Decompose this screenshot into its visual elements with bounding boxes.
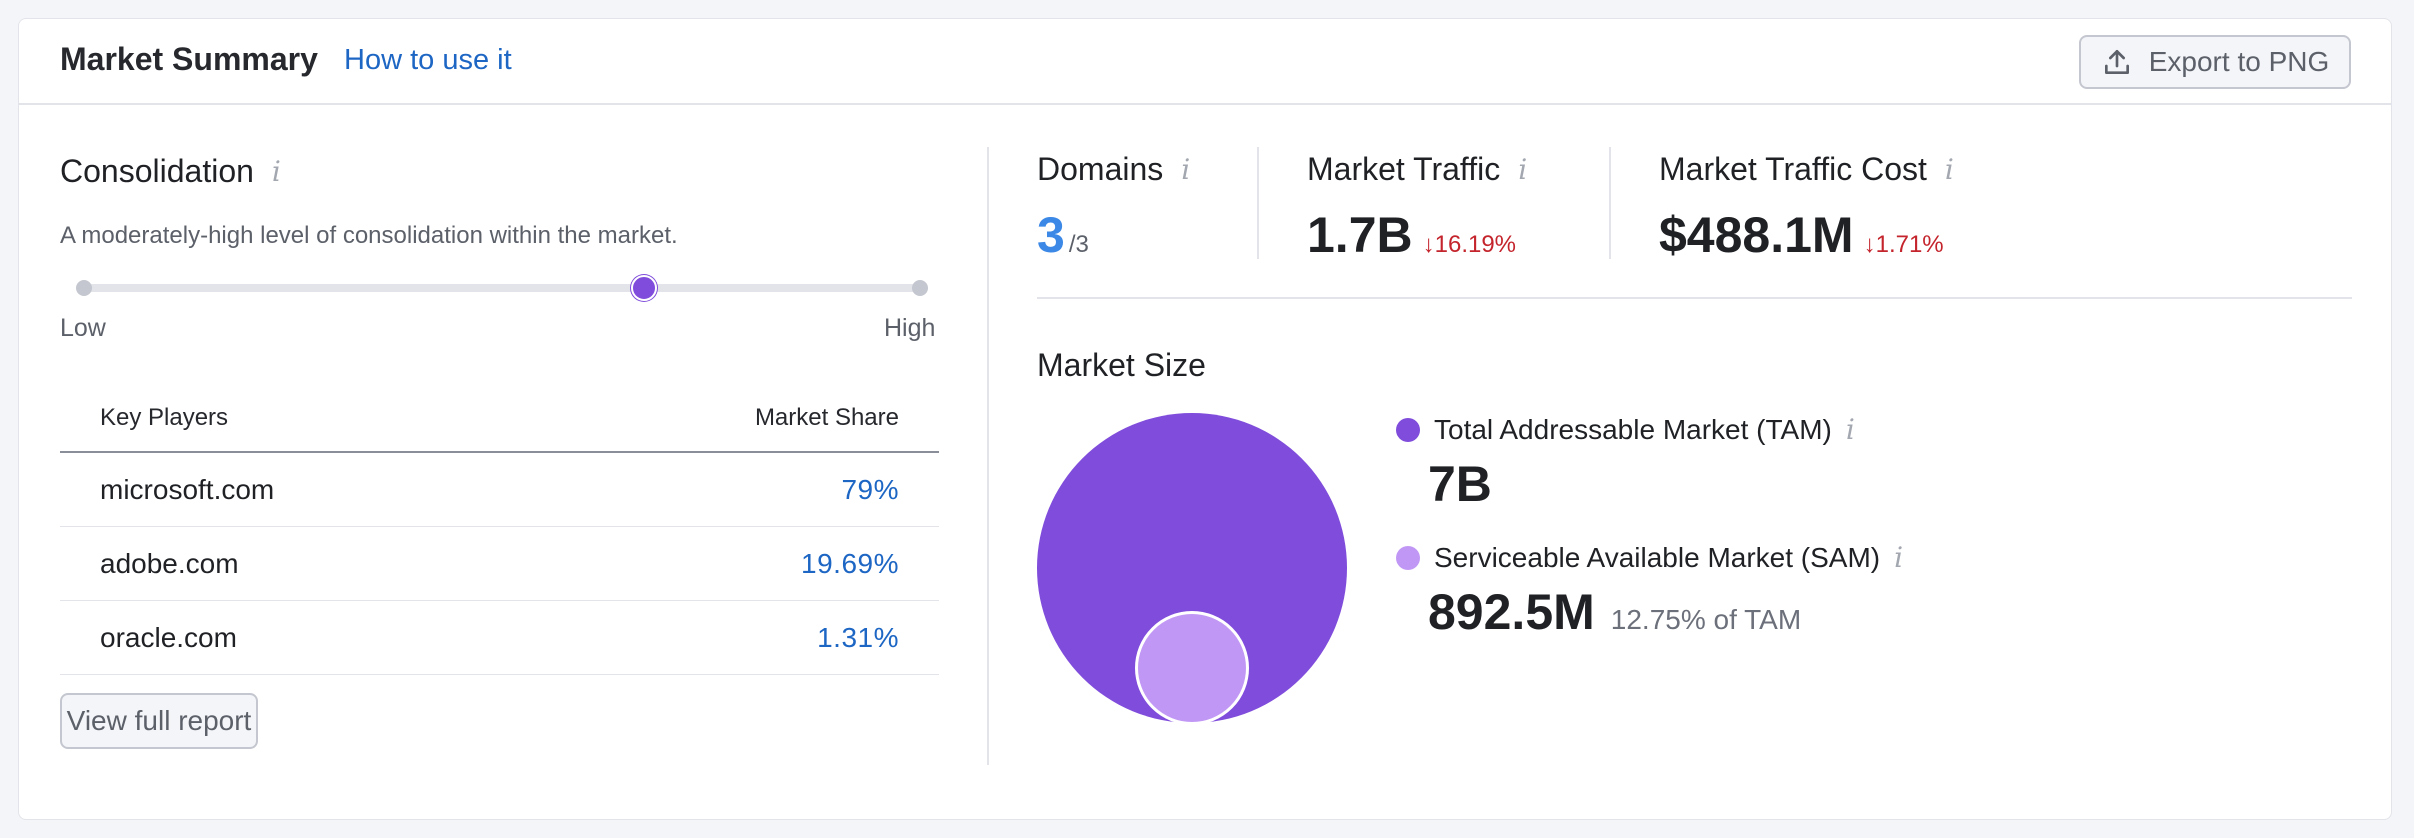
traffic-value-row: 1.7B ↓16.19% [1307, 206, 1527, 264]
player-share[interactable]: 79% [841, 473, 899, 505]
traffic-label: Market Traffic [1307, 151, 1501, 187]
info-icon[interactable]: i [1845, 413, 1855, 446]
player-share[interactable]: 19.69% [801, 547, 899, 579]
scale-start-dot [76, 280, 92, 296]
sam-value: 892.5M [1428, 584, 1595, 640]
info-icon[interactable]: i [1181, 153, 1191, 186]
domains-value-row: 3 /3 [1037, 206, 1190, 264]
tam-dot [1396, 417, 1420, 442]
upload-icon [2104, 50, 2129, 74]
domains-metric: Domains i 3 /3 [1037, 151, 1190, 264]
export-label: Export to PNG [2148, 46, 2330, 77]
consolidation-level-marker [631, 275, 658, 301]
domains-value[interactable]: 3 [1037, 207, 1065, 263]
tam-value-row: 7B [1428, 455, 1492, 513]
tam-value: 7B [1428, 456, 1492, 512]
key-players-table: Key Players Market Share microsoft.com 7… [60, 385, 939, 675]
traffic-label-row: Market Traffic i [1307, 151, 1527, 188]
scale-track [84, 284, 920, 292]
market-traffic-metric: Market Traffic i 1.7B ↓16.19% [1307, 151, 1527, 264]
player-domain: microsoft.com [100, 473, 275, 505]
scale-high-label: High [884, 314, 936, 342]
consolidation-title: Consolidation i [60, 153, 281, 190]
export-png-button[interactable]: Export to PNG [2079, 35, 2351, 89]
metric-divider [1609, 147, 1611, 259]
panel-divider [987, 147, 989, 765]
col-key-players: Key Players [100, 404, 229, 431]
traffic-cost-delta: ↓1.71% [1863, 231, 1944, 258]
scale-low-label: Low [60, 314, 106, 342]
col-market-share: Market Share [754, 404, 899, 431]
table-row: adobe.com 19.69% [60, 527, 939, 601]
how-to-use-link[interactable]: How to use it [344, 44, 512, 76]
market-summary-card: Market Summary How to use it Export to P… [18, 18, 2392, 820]
player-domain: oracle.com [100, 621, 237, 653]
sam-circle [1135, 611, 1249, 725]
traffic-cost-value-row: $488.1M ↓1.71% [1659, 206, 1954, 264]
traffic-cost-value: $488.1M [1659, 207, 1854, 263]
consolidation-description: A moderately-high level of consolidation… [60, 222, 678, 249]
sam-label: Serviceable Available Market (SAM) [1434, 541, 1881, 573]
sam-dot [1396, 545, 1420, 570]
consolidation-label: Consolidation [60, 153, 254, 189]
info-icon[interactable]: i [1894, 541, 1904, 574]
scale-end-dot [912, 280, 928, 296]
info-icon[interactable]: i [1944, 153, 1954, 186]
domains-label: Domains [1037, 151, 1164, 187]
card-header: Market Summary How to use it Export to P… [19, 19, 2391, 105]
page-title: Market Summary [60, 41, 318, 77]
consolidation-scale [72, 275, 932, 301]
traffic-value: 1.7B [1307, 207, 1413, 263]
domains-total: /3 [1068, 231, 1089, 258]
player-domain: adobe.com [100, 547, 239, 579]
sam-legend: Serviceable Available Market (SAM) i [1396, 541, 1903, 574]
market-traffic-cost-metric: Market Traffic Cost i $488.1M ↓1.71% [1659, 151, 1954, 264]
tam-label: Total Addressable Market (TAM) [1434, 413, 1832, 445]
info-icon[interactable]: i [1518, 153, 1528, 186]
table-header: Key Players Market Share [60, 385, 939, 453]
sam-share-of-tam: 12.75% of TAM [1610, 604, 1802, 635]
metric-divider [1257, 147, 1259, 259]
info-icon[interactable]: i [271, 155, 281, 188]
traffic-cost-label-row: Market Traffic Cost i [1659, 151, 1954, 188]
traffic-delta: ↓16.19% [1422, 231, 1517, 258]
section-divider [1037, 297, 2352, 299]
tam-legend: Total Addressable Market (TAM) i [1396, 413, 1855, 446]
view-full-report-button[interactable]: View full report [60, 693, 258, 749]
traffic-cost-label: Market Traffic Cost [1659, 151, 1927, 187]
market-size-title: Market Size [1037, 347, 1206, 383]
domains-label-row: Domains i [1037, 151, 1190, 188]
player-share[interactable]: 1.31% [817, 621, 899, 653]
table-row: microsoft.com 79% [60, 453, 939, 527]
sam-value-row: 892.5M 12.75% of TAM [1428, 583, 1801, 641]
table-row: oracle.com 1.31% [60, 601, 939, 675]
